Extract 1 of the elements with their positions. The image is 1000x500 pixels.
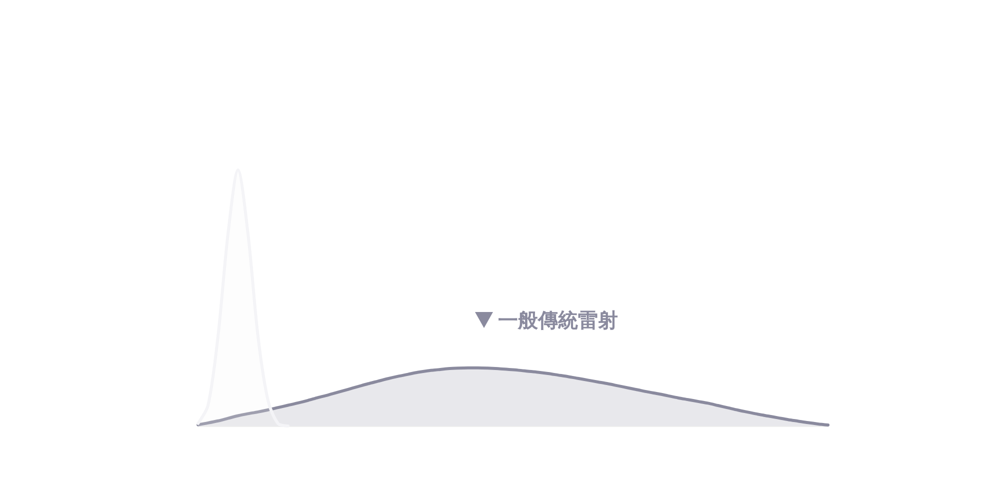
legend-label: 一般傳統雷射 bbox=[498, 308, 618, 332]
